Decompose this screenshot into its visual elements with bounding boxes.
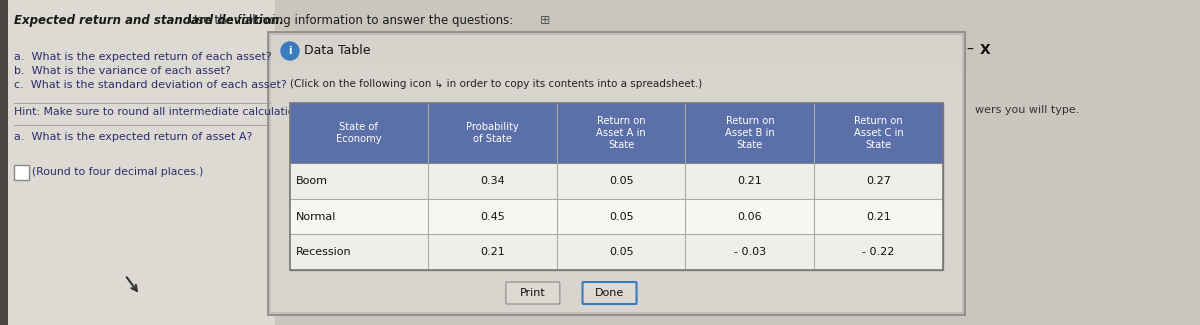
Text: Recession: Recession bbox=[296, 247, 352, 257]
FancyBboxPatch shape bbox=[13, 164, 29, 179]
Text: Done: Done bbox=[595, 288, 624, 298]
Text: - 0.22: - 0.22 bbox=[863, 247, 895, 257]
Text: a.  What is the expected return of each asset?: a. What is the expected return of each a… bbox=[14, 52, 271, 62]
Text: State of
Economy: State of Economy bbox=[336, 122, 382, 144]
Text: Hint: Make sure to round all intermediate calculatio: Hint: Make sure to round all intermediat… bbox=[14, 107, 294, 117]
Text: 0.06: 0.06 bbox=[738, 212, 762, 222]
FancyBboxPatch shape bbox=[290, 234, 943, 270]
Text: (Click on the following icon ↳ in order to copy its contents into a spreadsheet.: (Click on the following icon ↳ in order … bbox=[290, 79, 702, 89]
Text: 0.21: 0.21 bbox=[738, 176, 762, 186]
FancyBboxPatch shape bbox=[290, 103, 943, 270]
FancyBboxPatch shape bbox=[290, 199, 943, 234]
Text: c.  What is the standard deviation of each asset?: c. What is the standard deviation of eac… bbox=[14, 80, 287, 90]
Text: 0.27: 0.27 bbox=[866, 176, 892, 186]
Text: 0.45: 0.45 bbox=[480, 212, 505, 222]
FancyBboxPatch shape bbox=[268, 32, 965, 315]
Text: 0.21: 0.21 bbox=[480, 247, 505, 257]
Text: - 0.03: - 0.03 bbox=[733, 247, 766, 257]
FancyBboxPatch shape bbox=[582, 282, 636, 304]
FancyBboxPatch shape bbox=[290, 103, 943, 163]
Text: i: i bbox=[288, 46, 292, 56]
FancyBboxPatch shape bbox=[271, 69, 962, 312]
Text: Return on
Asset B in
State: Return on Asset B in State bbox=[725, 116, 775, 150]
Text: Probability
of State: Probability of State bbox=[466, 122, 518, 144]
FancyBboxPatch shape bbox=[506, 282, 560, 304]
Text: Print: Print bbox=[520, 288, 546, 298]
FancyBboxPatch shape bbox=[271, 35, 962, 312]
Text: (Round to four decimal places.): (Round to four decimal places.) bbox=[32, 167, 203, 177]
Text: ⊞: ⊞ bbox=[540, 14, 551, 27]
Text: Boom: Boom bbox=[296, 176, 328, 186]
Text: Use the following information to answer the questions:: Use the following information to answer … bbox=[185, 14, 514, 27]
Text: Expected return and standard deviation.: Expected return and standard deviation. bbox=[14, 14, 283, 27]
Text: 0.34: 0.34 bbox=[480, 176, 505, 186]
Text: X: X bbox=[979, 43, 990, 57]
Text: 0.21: 0.21 bbox=[866, 212, 890, 222]
FancyBboxPatch shape bbox=[290, 163, 943, 199]
Text: b.  What is the variance of each asset?: b. What is the variance of each asset? bbox=[14, 66, 230, 76]
Text: Data Table: Data Table bbox=[304, 45, 371, 58]
Text: 0.05: 0.05 bbox=[608, 212, 634, 222]
Text: a.  What is the expected return of asset A?: a. What is the expected return of asset … bbox=[14, 132, 252, 142]
Text: –: – bbox=[966, 43, 973, 57]
FancyBboxPatch shape bbox=[0, 0, 8, 325]
Text: wers you will type.: wers you will type. bbox=[974, 105, 1079, 115]
Text: 0.05: 0.05 bbox=[608, 247, 634, 257]
Text: Normal: Normal bbox=[296, 212, 336, 222]
Text: Return on
Asset A in
State: Return on Asset A in State bbox=[596, 116, 646, 150]
FancyBboxPatch shape bbox=[0, 0, 275, 325]
Text: Return on
Asset C in
State: Return on Asset C in State bbox=[853, 116, 904, 150]
Text: 0.05: 0.05 bbox=[608, 176, 634, 186]
FancyBboxPatch shape bbox=[271, 35, 962, 67]
Circle shape bbox=[281, 42, 299, 60]
